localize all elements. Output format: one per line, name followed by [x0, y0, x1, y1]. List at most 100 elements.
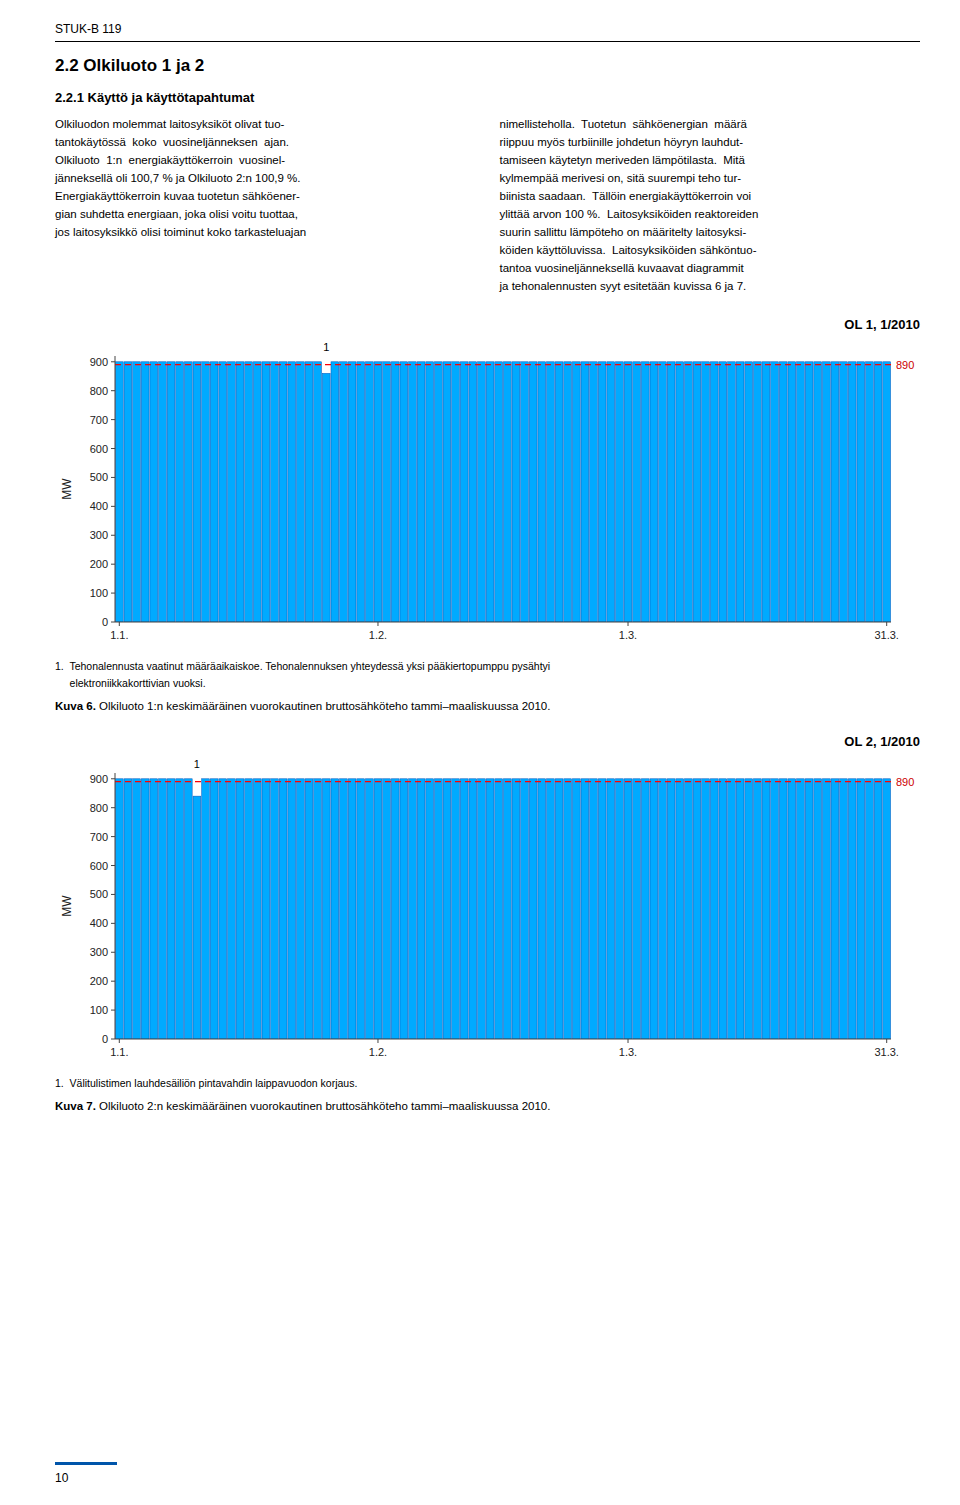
x-tick [886, 1039, 887, 1043]
bar [702, 779, 710, 1039]
bar [340, 779, 348, 1039]
bar [374, 779, 382, 1039]
x-tick-label: 31.3. [874, 1046, 898, 1058]
bar [348, 362, 356, 622]
bar [762, 779, 770, 1039]
bar [374, 362, 382, 622]
x-tick [628, 622, 629, 626]
bar [400, 362, 408, 622]
reference-line [115, 781, 891, 782]
bar [228, 362, 236, 622]
y-tick-label: 100 [90, 1004, 108, 1016]
annotation: 1 [323, 341, 329, 353]
bar [555, 779, 563, 1039]
bar [848, 362, 856, 622]
bar [857, 362, 865, 622]
bar [115, 362, 123, 622]
figure-caption-text: Olkiluoto 2:n keskimääräinen vuorokautin… [96, 1100, 551, 1112]
bar [305, 779, 313, 1039]
y-tick [111, 564, 115, 565]
y-tick [111, 593, 115, 594]
y-tick [111, 1010, 115, 1011]
bar [797, 362, 805, 622]
bars [115, 779, 890, 1039]
bar [443, 779, 451, 1039]
bar [331, 362, 339, 622]
bar [426, 779, 434, 1039]
y-tick [111, 836, 115, 837]
y-tick-label: 800 [90, 802, 108, 814]
y-tick-label: 300 [90, 529, 108, 541]
bar [590, 362, 598, 622]
bar [667, 362, 675, 622]
body-text: Olkiluodon molemmat laitosyksiköt olivat… [55, 115, 920, 295]
bar [486, 779, 494, 1039]
bar [503, 362, 511, 622]
bar [150, 362, 158, 622]
bar [184, 362, 192, 622]
bar [478, 779, 486, 1039]
bar [228, 779, 236, 1039]
y-tick-label: 200 [90, 975, 108, 987]
bar [159, 779, 167, 1039]
bar [460, 362, 468, 622]
y-tick-label: 0 [102, 616, 108, 628]
y-tick-label: 600 [90, 443, 108, 455]
bar [788, 362, 796, 622]
bar [745, 362, 753, 622]
page: STUK-B 1192.2 Olkiluoto 1 ja 22.2.1 Käyt… [0, 0, 960, 1505]
bar [253, 779, 261, 1039]
bar [633, 362, 641, 622]
bar [547, 779, 555, 1039]
reference-line-group [115, 364, 891, 365]
bar [202, 779, 210, 1039]
page-header: STUK-B 119 [55, 22, 920, 41]
x-axis [115, 1039, 891, 1040]
bar [460, 779, 468, 1039]
chart: 89001002003004005006007008009001.1.1.2.1… [55, 751, 935, 1069]
bar [771, 362, 779, 622]
subsection-title: 2.2.1 Käyttö ja käyttötapahtumat [55, 90, 920, 105]
bar [616, 779, 624, 1039]
reference-line-group [115, 781, 891, 782]
y-tick-label: 400 [90, 500, 108, 512]
bar [641, 362, 649, 622]
bar [478, 362, 486, 622]
y-tick [111, 865, 115, 866]
bar [512, 362, 520, 622]
y-tick-label: 500 [90, 471, 108, 483]
bar [788, 779, 796, 1039]
y-tick-label: 300 [90, 946, 108, 958]
y-tick-label: 800 [90, 385, 108, 397]
y-tick [111, 448, 115, 449]
chart-title: OL 1, 1/2010 [55, 317, 920, 332]
bar [469, 362, 477, 622]
bar [288, 779, 296, 1039]
bar [219, 362, 227, 622]
bar [529, 779, 537, 1039]
y-tick-label: 400 [90, 917, 108, 929]
bar [693, 362, 701, 622]
bar [296, 779, 304, 1039]
bar [348, 779, 356, 1039]
y-tick-label: 900 [90, 773, 108, 785]
y-tick [111, 923, 115, 924]
bar [167, 779, 175, 1039]
bar [210, 779, 218, 1039]
bar [279, 362, 287, 622]
bar [719, 362, 727, 622]
bar [357, 779, 365, 1039]
reference-label: 890 [896, 359, 914, 371]
bar [486, 362, 494, 622]
bar [443, 362, 451, 622]
bar [572, 779, 580, 1039]
x-tick [119, 1039, 120, 1043]
bar [771, 779, 779, 1039]
page-number: 10 [55, 1462, 117, 1485]
y-tick [111, 477, 115, 478]
bar [650, 779, 658, 1039]
bar [590, 779, 598, 1039]
x-tick [377, 622, 378, 626]
bar [124, 779, 132, 1039]
bar [598, 779, 606, 1039]
